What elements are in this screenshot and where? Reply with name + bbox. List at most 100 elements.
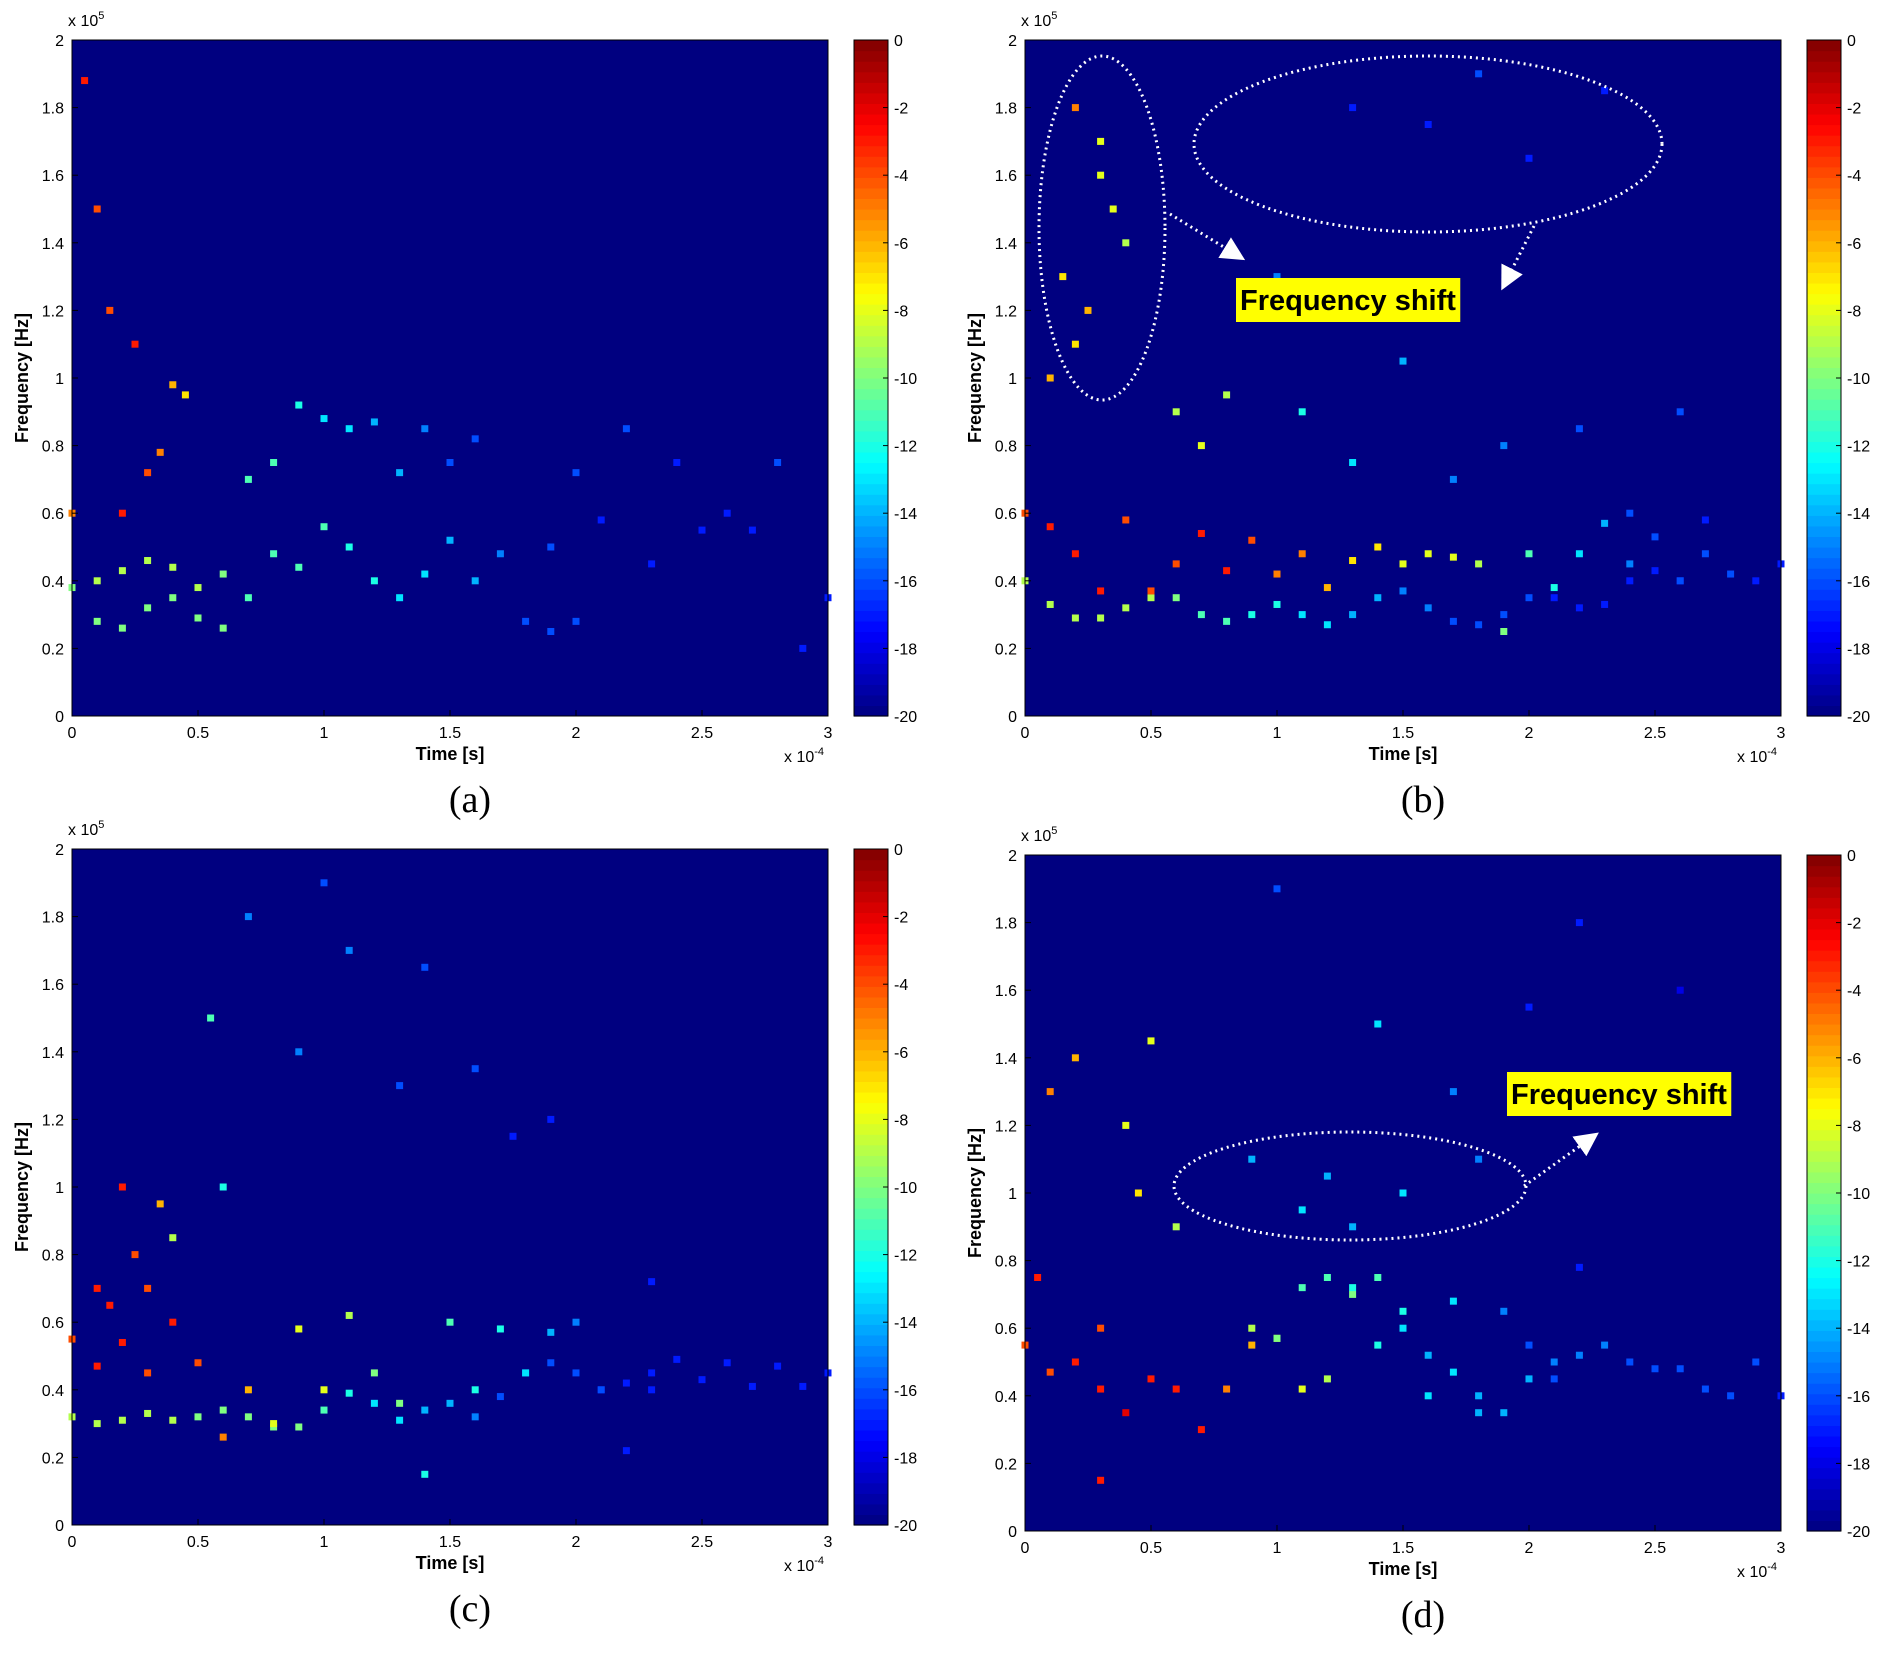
data-point: [723, 509, 731, 517]
y-tick-label: 1.4: [42, 236, 64, 253]
data-point: [1097, 1476, 1105, 1484]
colorbar-step: [854, 282, 888, 295]
data-point: [1223, 1385, 1231, 1393]
data-point: [1273, 570, 1281, 578]
y-tick-label: 0.2: [42, 1450, 64, 1467]
data-point: [270, 459, 278, 466]
x-tick-label: 0: [1021, 725, 1030, 742]
panel: 0 0.2 0.4 0.6 0.8 1 1.2 1.4 1.6 1.8 2 0 0.5 1 1.5 2 2.5 3…: [965, 10, 1870, 821]
data-point: [1500, 442, 1508, 450]
colorbar-step: [1807, 897, 1841, 909]
colorbar-step: [854, 388, 888, 400]
colorbar-step: [1807, 230, 1841, 242]
colorbar-step: [854, 1292, 888, 1304]
data-point: [270, 550, 278, 558]
colorbar-tick-label: -12: [894, 1248, 917, 1265]
colorbar-step: [1807, 907, 1841, 919]
data-point: [1097, 1324, 1105, 1332]
data-point: [1323, 621, 1331, 629]
data-point: [1701, 1385, 1709, 1393]
y-tick-label: 1.8: [995, 101, 1017, 118]
data-point: [446, 536, 454, 544]
y-multiplier-base: x 10: [68, 13, 98, 30]
colorbar-step: [1807, 939, 1841, 951]
data-point: [1147, 587, 1155, 595]
arrow: [1523, 1132, 1599, 1188]
colorbar-step: [1807, 304, 1841, 316]
data-point: [1071, 1358, 1079, 1366]
colorbar-step: [854, 996, 888, 1009]
colorbar-tick-label: -12: [894, 439, 917, 456]
data-point: [1399, 1307, 1407, 1315]
data-point: [169, 594, 177, 602]
x-tick-label: 1: [1273, 725, 1282, 742]
colorbar-step: [1807, 219, 1841, 231]
data-point: [1424, 121, 1432, 128]
y-multiplier: x 105: [68, 819, 104, 839]
data-point: [421, 570, 429, 578]
colorbar-step: [1807, 1393, 1841, 1405]
data-point: [118, 567, 126, 575]
colorbar-step: [854, 145, 888, 157]
data-point: [396, 594, 404, 602]
data-point: [1122, 604, 1130, 612]
colorbar-step: [1807, 430, 1841, 442]
colorbar-step: [1807, 399, 1841, 411]
x-multiplier-exponent: -4: [814, 1555, 824, 1567]
y-tick-label: 1.8: [995, 916, 1017, 933]
y-tick-label: 1.8: [42, 101, 64, 118]
colorbar-step: [1807, 1150, 1841, 1162]
colorbar-step: [1807, 663, 1841, 675]
y-tick-label: 1: [1008, 371, 1017, 388]
colorbar-step: [854, 547, 888, 559]
ellipse: [1192, 54, 1664, 234]
colorbar-step: [1807, 1161, 1841, 1173]
colorbar-step: [854, 494, 888, 506]
colorbar-step: [854, 1239, 888, 1251]
colorbar-tick-label: -20: [894, 1518, 917, 1535]
data-point: [320, 1406, 328, 1414]
y-tick-label: 0.6: [42, 506, 64, 523]
x-tick-label: 1: [320, 725, 329, 742]
data-point: [370, 1369, 378, 1377]
data-point: [345, 425, 353, 433]
data-point: [799, 1382, 807, 1390]
colorbar-step: [1807, 1245, 1841, 1257]
x-multiplier: x 10-4: [1737, 746, 1777, 766]
colorbar-step: [854, 473, 888, 485]
colorbar-step: [854, 642, 888, 654]
data-point: [370, 1399, 378, 1407]
colorbar-step: [854, 420, 888, 432]
data-point: [1046, 1088, 1054, 1096]
colorbar-step: [854, 1102, 888, 1114]
data-point: [118, 1416, 126, 1424]
colorbar-step: [1807, 494, 1841, 506]
colorbar-step: [854, 304, 888, 316]
colorbar-step: [1807, 1066, 1841, 1078]
data-point: [471, 577, 479, 585]
data-point: [131, 340, 139, 348]
data-point: [1575, 604, 1583, 612]
x-multiplier-base: x 10: [1737, 1564, 1767, 1581]
colorbar-step: [854, 1049, 888, 1061]
data-point: [81, 77, 89, 85]
data-point: [1197, 611, 1205, 619]
colorbar-step: [854, 441, 888, 453]
y-tick-label: 0.2: [42, 641, 64, 658]
y-multiplier-base: x 10: [68, 822, 98, 839]
colorbar-step: [854, 1472, 888, 1484]
colorbar-step: [854, 652, 888, 664]
data-point: [622, 425, 630, 433]
data-point: [181, 391, 189, 399]
colorbar-step: [1807, 684, 1841, 696]
data-point: [1449, 617, 1457, 625]
colorbar-step: [854, 166, 888, 178]
data-point: [1525, 1375, 1533, 1383]
data-point: [1575, 1351, 1583, 1359]
x-tick-label: 2.5: [1644, 725, 1666, 742]
colorbar-tick-label: -6: [1847, 236, 1861, 253]
colorbar-step: [1807, 378, 1841, 390]
y-tick-label: 0: [1008, 1524, 1017, 1541]
colorbar-step: [854, 525, 888, 538]
colorbar-step: [1807, 981, 1841, 993]
